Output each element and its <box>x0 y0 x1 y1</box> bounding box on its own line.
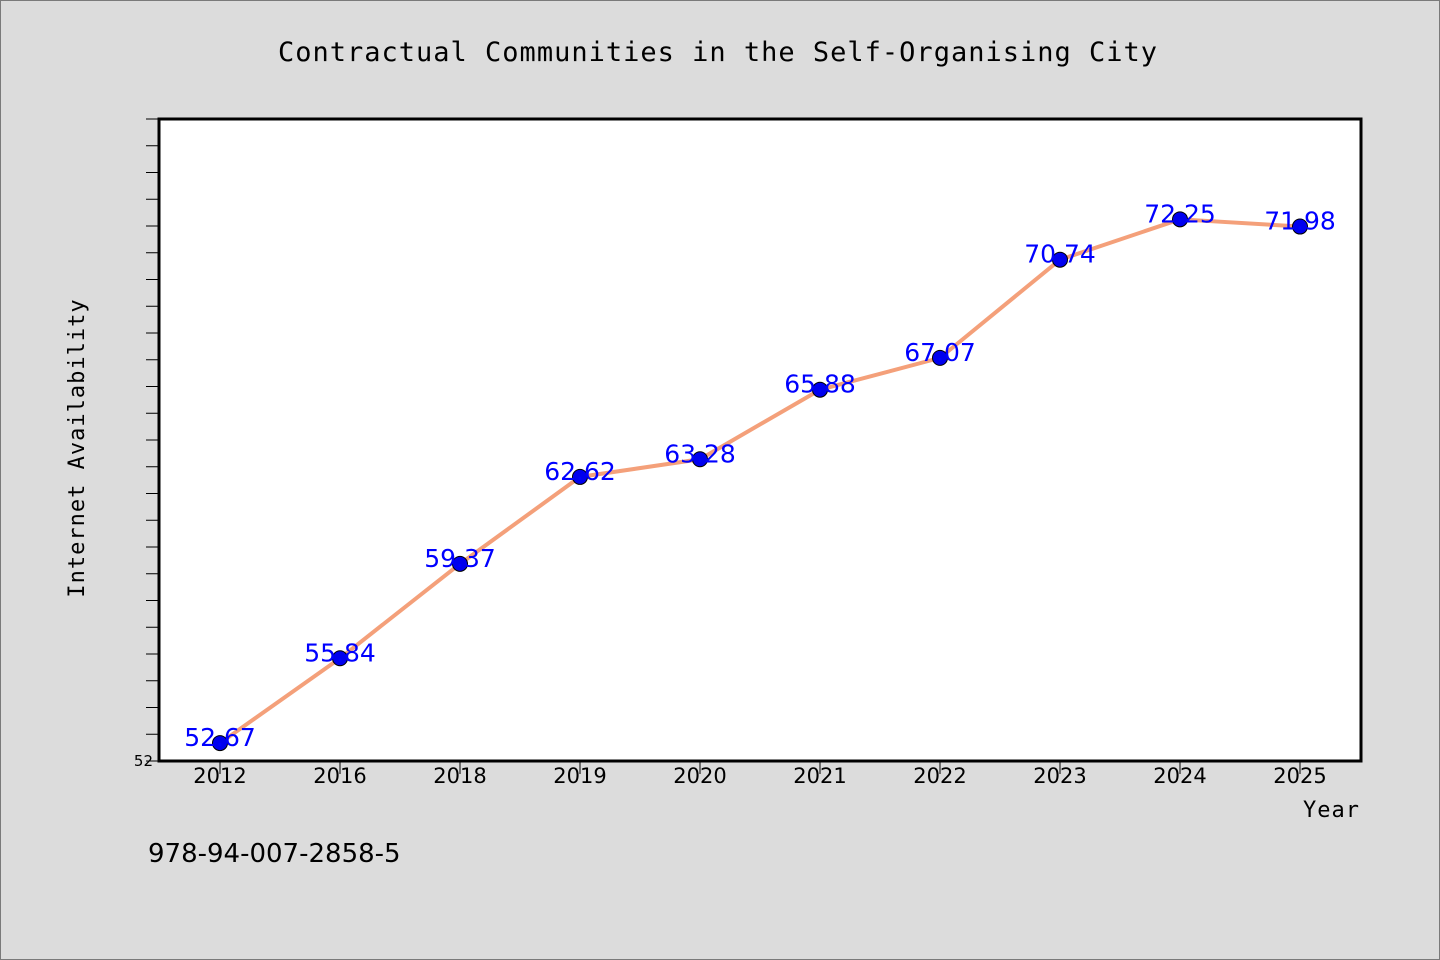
data-labels: 52.67 55.84 59.37 62.62 63.28 65.88 67.07 70.74… <box>184 199 1336 752</box>
data-label: 72.25 <box>1144 199 1216 228</box>
data-point <box>1292 218 1308 235</box>
x-tick-label: 2021 <box>793 764 846 788</box>
data-label: 65.88 <box>784 370 856 399</box>
data-point <box>932 349 948 366</box>
x-tick-label: 2020 <box>673 764 726 788</box>
series-line <box>218 217 1302 746</box>
data-label: 62.62 <box>544 457 616 486</box>
data-point <box>212 735 228 752</box>
data-label: 67.07 <box>904 338 976 367</box>
x-tick-label: 2016 <box>313 764 366 788</box>
x-tick-label: 2022 <box>913 764 966 788</box>
x-tick-label: 2018 <box>433 764 486 788</box>
x-tick-label: 2012 <box>193 764 246 788</box>
data-label: 52.67 <box>184 723 256 752</box>
data-point <box>1052 251 1068 268</box>
data-label: 55.84 <box>304 638 376 667</box>
data-point <box>332 650 348 667</box>
x-tick-label: 2024 <box>1153 764 1206 788</box>
data-point <box>572 468 588 485</box>
x-tick-label: 2025 <box>1273 764 1326 788</box>
data-point <box>1172 211 1188 228</box>
y-axis-label: Internet Availability <box>65 298 90 597</box>
x-tick-label: 2019 <box>553 764 606 788</box>
data-label: 70.74 <box>1024 240 1096 269</box>
x-tick-label: 2023 <box>1033 764 1086 788</box>
y-axis-ticks: 52 <box>134 118 158 770</box>
data-point <box>812 381 828 398</box>
data-label: 63.28 <box>664 439 736 468</box>
x-axis-label: Year <box>1303 798 1360 823</box>
series-layer <box>212 211 1308 752</box>
chart-title: Contractual Communities in the Self-Orga… <box>278 37 1158 68</box>
data-point <box>692 451 708 468</box>
data-label: 59.37 <box>424 544 496 573</box>
x-axis-ticks: 2012 2016 2018 2019 2020 2021 2022 2023 2024 2025 <box>193 762 1327 788</box>
data-point <box>452 555 468 572</box>
footnote: 978-94-007-2858-5 <box>148 839 401 869</box>
y-tick-label: 52 <box>134 752 153 770</box>
data-label: 71.98 <box>1264 207 1336 236</box>
